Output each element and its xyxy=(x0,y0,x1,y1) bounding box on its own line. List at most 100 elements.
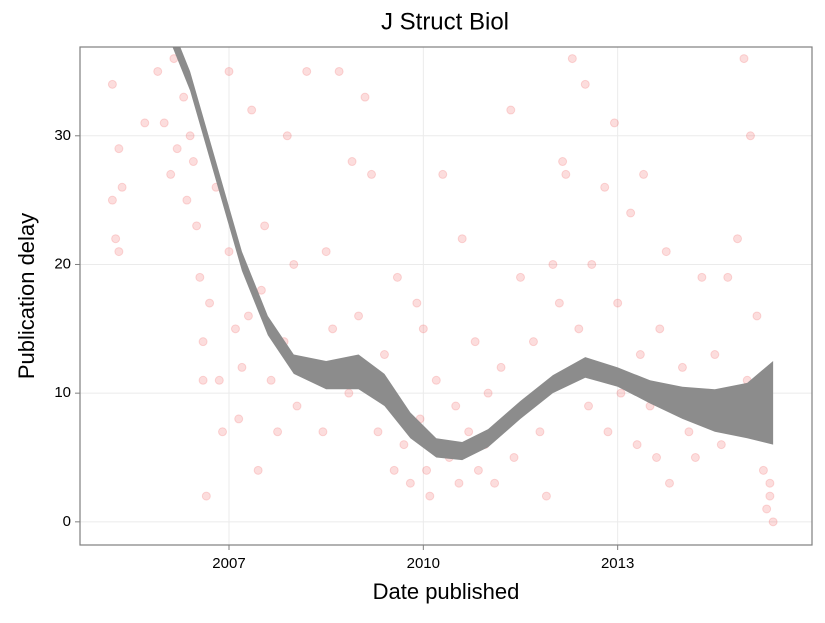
point xyxy=(188,157,198,167)
point xyxy=(451,401,461,411)
point xyxy=(114,144,124,154)
point xyxy=(389,465,399,475)
point xyxy=(483,388,493,398)
point xyxy=(266,375,276,385)
point xyxy=(690,452,700,462)
point xyxy=(172,144,182,154)
point xyxy=(496,362,506,372)
x-tick-label: 2013 xyxy=(601,555,634,572)
point xyxy=(392,272,402,282)
point xyxy=(247,105,257,115)
point xyxy=(603,427,613,437)
smooth-band xyxy=(172,47,774,461)
point xyxy=(710,350,720,360)
x-axis-label: Date published xyxy=(373,579,520,604)
point xyxy=(379,350,389,360)
point xyxy=(234,414,244,424)
point xyxy=(328,324,338,334)
panel xyxy=(80,47,812,545)
plot-area xyxy=(107,47,778,527)
point xyxy=(114,247,124,257)
point xyxy=(237,362,247,372)
point xyxy=(373,427,383,437)
point xyxy=(159,118,169,128)
point xyxy=(535,427,545,437)
point xyxy=(506,105,516,115)
point xyxy=(677,362,687,372)
point xyxy=(733,234,743,244)
point xyxy=(616,388,626,398)
point xyxy=(260,221,270,231)
point xyxy=(360,92,370,102)
point xyxy=(639,169,649,179)
point xyxy=(185,131,195,141)
point xyxy=(334,66,344,76)
point xyxy=(344,388,354,398)
point xyxy=(282,131,292,141)
point xyxy=(107,195,117,205)
point xyxy=(697,272,707,282)
point xyxy=(318,427,328,437)
point xyxy=(117,182,127,192)
point xyxy=(273,427,283,437)
y-tick-label: 10 xyxy=(54,384,71,401)
point xyxy=(182,195,192,205)
point xyxy=(655,324,665,334)
point xyxy=(166,169,176,179)
panel-border xyxy=(79,46,813,546)
point xyxy=(464,427,474,437)
point xyxy=(752,311,762,321)
point xyxy=(292,401,302,411)
point xyxy=(140,118,150,128)
point xyxy=(153,66,163,76)
point xyxy=(111,234,121,244)
point xyxy=(768,517,778,527)
y-tick-label: 0 xyxy=(63,513,71,530)
point xyxy=(739,54,749,64)
chart-title: J Struct Biol xyxy=(381,8,509,35)
point xyxy=(302,66,312,76)
point xyxy=(587,259,597,269)
point xyxy=(541,491,551,501)
point xyxy=(490,478,500,488)
point xyxy=(431,375,441,385)
point xyxy=(454,478,464,488)
point xyxy=(198,337,208,347)
point xyxy=(205,298,215,308)
point xyxy=(418,324,428,334)
point xyxy=(762,504,772,514)
point xyxy=(457,234,467,244)
x-tick-label: 2010 xyxy=(407,555,440,572)
point xyxy=(422,465,432,475)
point xyxy=(528,337,538,347)
point xyxy=(224,247,234,257)
point xyxy=(626,208,636,218)
grid xyxy=(80,47,812,545)
y-tick-label: 20 xyxy=(54,255,71,272)
point xyxy=(561,169,571,179)
point xyxy=(230,324,240,334)
point xyxy=(473,465,483,475)
point xyxy=(224,66,234,76)
y-tick-label: 30 xyxy=(54,127,71,144)
point xyxy=(548,259,558,269)
point xyxy=(438,169,448,179)
point xyxy=(107,79,117,89)
point xyxy=(558,157,568,167)
point xyxy=(635,350,645,360)
point xyxy=(574,324,584,334)
point xyxy=(321,247,331,257)
point xyxy=(405,478,415,488)
point xyxy=(716,440,726,450)
point xyxy=(354,311,364,321)
point xyxy=(684,427,694,437)
point xyxy=(765,478,775,488)
point xyxy=(765,491,775,501)
y-axis-label: Publication delay xyxy=(14,213,39,379)
point xyxy=(664,478,674,488)
point xyxy=(218,427,228,437)
point xyxy=(201,491,211,501)
point xyxy=(567,54,577,64)
point xyxy=(367,169,377,179)
